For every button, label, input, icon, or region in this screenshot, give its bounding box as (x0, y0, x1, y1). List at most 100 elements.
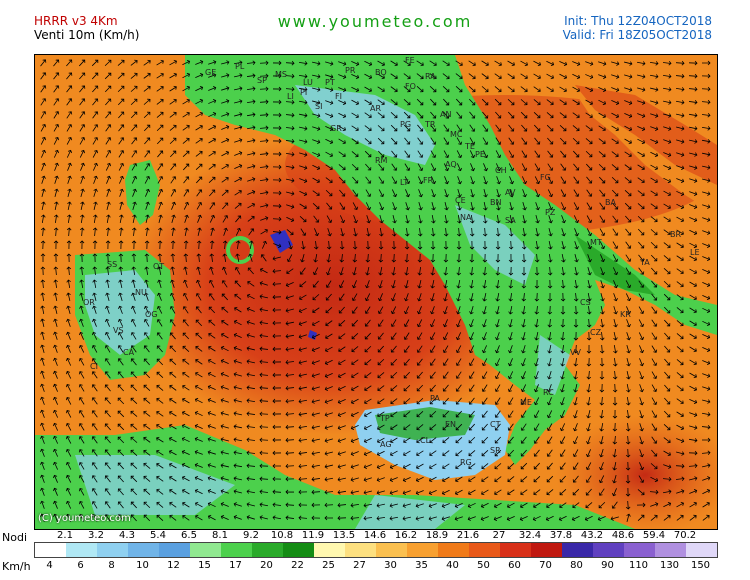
wind-arrow (560, 279, 566, 289)
wind-arrow (92, 124, 99, 132)
wind-arrow (80, 188, 85, 197)
wind-arrow (675, 476, 685, 481)
wind-arrow (663, 216, 671, 223)
wind-arrow (222, 240, 228, 250)
wind-arrow (612, 396, 618, 406)
wind-map[interactable]: PL FE PR BO RA FO FI AR PG LI PI GR SI T… (34, 54, 718, 530)
wind-arrow (572, 488, 580, 496)
wind-arrow (584, 515, 593, 522)
wind-arrow (430, 306, 435, 315)
wind-arrow (156, 124, 164, 132)
wind-arrow (533, 60, 542, 67)
wind-arrow (663, 126, 672, 131)
wind-arrow (169, 423, 177, 430)
wind-arrow (547, 279, 553, 289)
wind-arrow (430, 266, 435, 276)
wind-arrow (298, 425, 308, 430)
wind-arrow (182, 384, 190, 391)
wind-arrow (429, 437, 437, 444)
wind-arrow (169, 98, 177, 105)
wind-arrow (415, 476, 424, 483)
wind-arrow (600, 254, 606, 263)
wind-arrow (418, 215, 423, 224)
wind-arrow (130, 111, 138, 119)
wind-arrow (535, 240, 540, 250)
wind-arrow (260, 203, 269, 208)
wind-arrow (119, 214, 124, 224)
site-url[interactable]: www.youmeteo.com (277, 12, 473, 31)
wind-arrow (377, 86, 385, 93)
wind-arrow (416, 397, 424, 405)
kmh-tick: 12 (167, 560, 180, 571)
wind-arrow (337, 451, 346, 456)
wind-arrow (92, 149, 99, 158)
wind-arrow (195, 111, 203, 118)
wind-arrow (404, 266, 409, 276)
wind-arrow (195, 279, 201, 288)
wind-arrow (507, 423, 514, 431)
wind-arrow (650, 514, 658, 521)
wind-arrow (650, 476, 659, 483)
wind-arrow (247, 164, 256, 169)
wind-arrow (626, 513, 631, 522)
knots-tick: 10.8 (270, 530, 294, 541)
wind-arrow (416, 98, 424, 106)
wind-arrow (169, 306, 176, 314)
wind-arrow (259, 281, 268, 286)
wind-arrow (482, 319, 487, 328)
wind-arrow (598, 501, 606, 509)
knots-tick: 4.3 (119, 530, 135, 541)
wind-arrow (637, 87, 646, 92)
wind-arrow (78, 331, 84, 340)
wind-arrow (79, 111, 86, 119)
wind-arrow (40, 318, 45, 327)
city-label: TP (379, 414, 390, 423)
city-label: CZ (590, 328, 602, 337)
wind-arrow (546, 423, 553, 431)
wind-arrow (468, 476, 476, 483)
wind-arrow (376, 516, 386, 521)
wind-arrow (612, 383, 618, 393)
wind-arrow (416, 371, 423, 379)
wind-arrow (676, 178, 685, 183)
wind-arrow (586, 357, 592, 367)
wind-arrow (208, 124, 217, 131)
wind-arrow (689, 229, 698, 236)
wind-arrow (40, 85, 47, 93)
wind-arrow (598, 74, 607, 79)
wind-arrow (325, 87, 334, 92)
wind-arrow (586, 215, 593, 223)
wind-arrow (509, 202, 514, 211)
wind-arrow (350, 490, 359, 495)
wind-arrow (79, 137, 86, 145)
wind-arrow (246, 320, 255, 325)
wind-arrow (324, 490, 334, 495)
knots-tick: 43.2 (580, 530, 604, 541)
wind-arrow (546, 462, 553, 470)
wind-arrow (612, 241, 619, 249)
wind-arrow (675, 87, 685, 92)
wind-arrow (233, 398, 242, 403)
wind-arrow (457, 176, 462, 185)
wind-arrow (365, 253, 371, 263)
wind-arrow (301, 240, 306, 250)
wind-arrow (377, 306, 384, 314)
wind-arrow (664, 319, 671, 327)
wind-arrow (469, 253, 475, 263)
wind-arrow (170, 240, 176, 250)
wind-arrow (405, 202, 410, 211)
wind-arrow (442, 384, 449, 392)
wind-arrow (520, 86, 528, 93)
wind-arrow (208, 137, 216, 144)
wind-arrow (533, 410, 540, 419)
wind-arrow (560, 331, 566, 341)
wind-arrow (208, 345, 216, 352)
variable-label: Venti 10m (Km/h) (34, 28, 140, 42)
wind-arrow (285, 152, 295, 157)
wind-arrow (507, 449, 515, 457)
wind-arrow (624, 190, 632, 197)
wind-arrow (156, 59, 164, 66)
wind-arrow (272, 515, 282, 520)
wind-arrow (376, 477, 385, 482)
wind-arrow (650, 241, 658, 249)
